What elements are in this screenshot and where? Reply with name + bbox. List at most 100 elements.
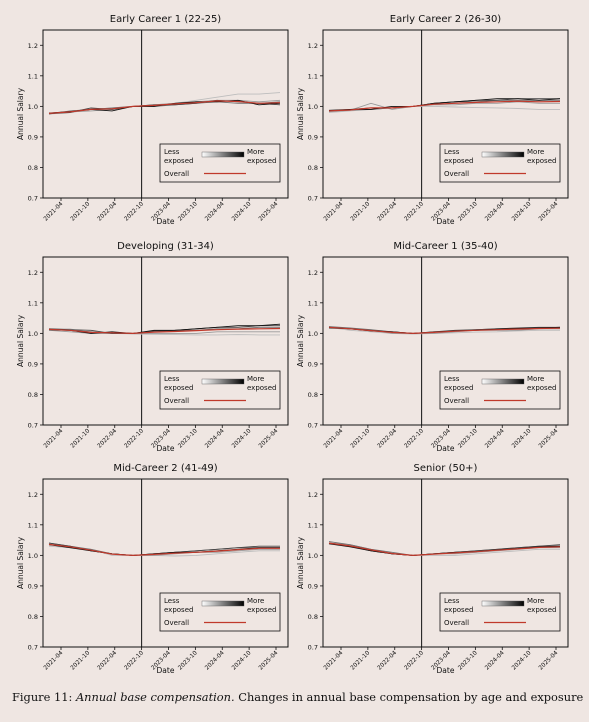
x-tick-label: 2025-04 <box>258 428 280 450</box>
x-tick-label: 2024-10 <box>231 650 253 672</box>
y-axis-label: Annual Salary <box>16 314 25 367</box>
chart-panel-3: Developing (31-34) 0.7 0.8 0.9 1.0 1.1 1.2 2021… <box>0 227 295 453</box>
y-axis-label: Annual Salary <box>16 536 25 589</box>
caption-text: Changes in annual base compensation by a… <box>238 690 584 704</box>
x-tick-label: 2021-04 <box>43 428 65 450</box>
legend-less-label-2: exposed <box>164 384 193 392</box>
x-tick-label: 2021-10 <box>70 650 92 672</box>
legend-more-label: More <box>247 375 264 383</box>
legend-less-label-2: exposed <box>444 384 473 392</box>
x-tick-label: 2025-04 <box>538 650 560 672</box>
chart-panel-1: Early Career 1 (22-25) 0.7 0.8 0.9 1.0 1.1 1.2… <box>0 0 295 226</box>
x-axis-label: Date <box>157 444 175 453</box>
x-tick-label: 2024-10 <box>511 650 533 672</box>
x-tick-label: 2023-10 <box>457 428 479 450</box>
chart-panel-4: Mid-Career 1 (35-40) 0.7 0.8 0.9 1.0 1.1 1.2 20… <box>280 227 575 453</box>
series-line-1 <box>328 326 560 335</box>
x-tick-label: 2022-04 <box>97 428 119 450</box>
legend-overall-label: Overall <box>164 619 189 627</box>
y-axis-label: Annual Salary <box>296 314 305 367</box>
legend-exposure-gradient <box>201 151 245 158</box>
overall-line <box>48 100 281 114</box>
chart-panel-2: Early Career 2 (26-30) 0.7 0.8 0.9 1.0 1.1 1.2… <box>280 0 575 226</box>
x-tick-label: 2021-10 <box>350 650 372 672</box>
chart-panel-5: Mid-Career 2 (41-49) 0.7 0.8 0.9 1.0 1.1 1.2 20… <box>0 449 295 675</box>
x-tick-label: 2022-04 <box>377 201 399 223</box>
legend-overall-label: Overall <box>164 170 189 178</box>
y-tick-label: 1.2 <box>28 42 38 50</box>
legend-more-label: More <box>527 597 544 605</box>
x-tick-label: 2022-04 <box>377 428 399 450</box>
y-tick-label: 1.2 <box>308 269 318 277</box>
y-tick-label: 0.9 <box>28 582 38 590</box>
legend-more-label: More <box>527 375 544 383</box>
y-tick-label: 0.8 <box>308 391 318 399</box>
x-tick-label: 2024-10 <box>231 428 253 450</box>
chart-svg: Early Career 2 (26-30) 0.7 0.8 0.9 1.0 1.1 1.2… <box>296 14 569 226</box>
legend-more-label-2: exposed <box>247 157 276 165</box>
y-tick-label: 1.0 <box>308 330 318 338</box>
legend-less-label: Less <box>444 375 460 383</box>
chart-svg: Developing (31-34) 0.7 0.8 0.9 1.0 1.1 1.2 2021… <box>16 241 289 453</box>
chart-title: Early Career 2 (26-30) <box>390 14 502 25</box>
legend-less-label: Less <box>164 148 180 156</box>
legend-box <box>159 592 281 632</box>
x-tick-label: 2024-04 <box>484 428 506 450</box>
legend-exposure-gradient <box>201 378 245 385</box>
y-tick-label: 0.7 <box>308 422 318 430</box>
caption-emphasis: Annual base compensation. <box>75 690 235 704</box>
y-tick-label: 1.0 <box>308 103 318 111</box>
y-tick-label: 0.7 <box>308 644 318 652</box>
legend-box <box>439 143 561 183</box>
x-tick-label: 2021-04 <box>43 201 65 223</box>
legend-exposure-gradient <box>201 600 245 607</box>
y-tick-label: 1.0 <box>308 552 318 560</box>
x-tick-label: 2022-10 <box>404 650 426 672</box>
y-tick-label: 1.2 <box>308 42 318 50</box>
y-tick-label: 1.1 <box>308 72 318 80</box>
legend-less-label: Less <box>164 375 180 383</box>
x-axis-label: Date <box>157 666 175 675</box>
series-line-5 <box>48 323 281 334</box>
y-axis-label: Annual Salary <box>296 87 305 140</box>
y-tick-label: 0.8 <box>28 613 38 621</box>
legend-less-label: Less <box>164 597 180 605</box>
y-tick-label: 0.8 <box>308 164 318 172</box>
y-tick-label: 0.9 <box>308 360 318 368</box>
series-line-2 <box>328 101 560 113</box>
figure-grid: Early Career 1 (22-25) 0.7 0.8 0.9 1.0 1.1 1.2… <box>0 0 575 675</box>
legend-overall-label: Overall <box>444 397 469 405</box>
chart-svg: Early Career 1 (22-25) 0.7 0.8 0.9 1.0 1.1 1.2… <box>16 14 289 226</box>
x-tick-label: 2024-04 <box>204 201 226 223</box>
overall-line <box>48 327 281 335</box>
x-tick-label: 2024-04 <box>484 650 506 672</box>
overall-line <box>328 326 561 335</box>
figure-caption: Figure 11: Annual base compensation. Cha… <box>12 690 587 704</box>
x-tick-label: 2024-04 <box>204 650 226 672</box>
legend-more-label: More <box>247 148 264 156</box>
y-tick-label: 0.7 <box>28 644 38 652</box>
x-axis-label: Date <box>437 444 455 453</box>
legend-more-label: More <box>527 148 544 156</box>
legend-more-label-2: exposed <box>247 384 276 392</box>
x-axis-label: Date <box>437 666 455 675</box>
chart-title: Mid-Career 1 (35-40) <box>393 241 497 252</box>
y-tick-label: 1.1 <box>308 521 318 529</box>
legend-less-label-2: exposed <box>444 606 473 614</box>
legend-box <box>159 143 281 183</box>
overall-line <box>48 543 280 557</box>
y-tick-label: 0.9 <box>28 360 38 368</box>
x-axis-label: Date <box>157 217 175 226</box>
x-tick-label: 2025-04 <box>258 650 280 672</box>
x-tick-label: 2023-10 <box>457 650 479 672</box>
y-tick-label: 0.8 <box>28 164 38 172</box>
x-tick-label: 2021-10 <box>70 428 92 450</box>
overall-line <box>328 100 561 112</box>
legend-box <box>159 370 281 410</box>
legend-overall-label: Overall <box>164 397 189 405</box>
y-tick-label: 1.0 <box>28 103 38 111</box>
chart-title: Early Career 1 (22-25) <box>110 14 222 25</box>
x-tick-label: 2023-10 <box>457 201 479 223</box>
y-tick-label: 0.9 <box>308 582 318 590</box>
